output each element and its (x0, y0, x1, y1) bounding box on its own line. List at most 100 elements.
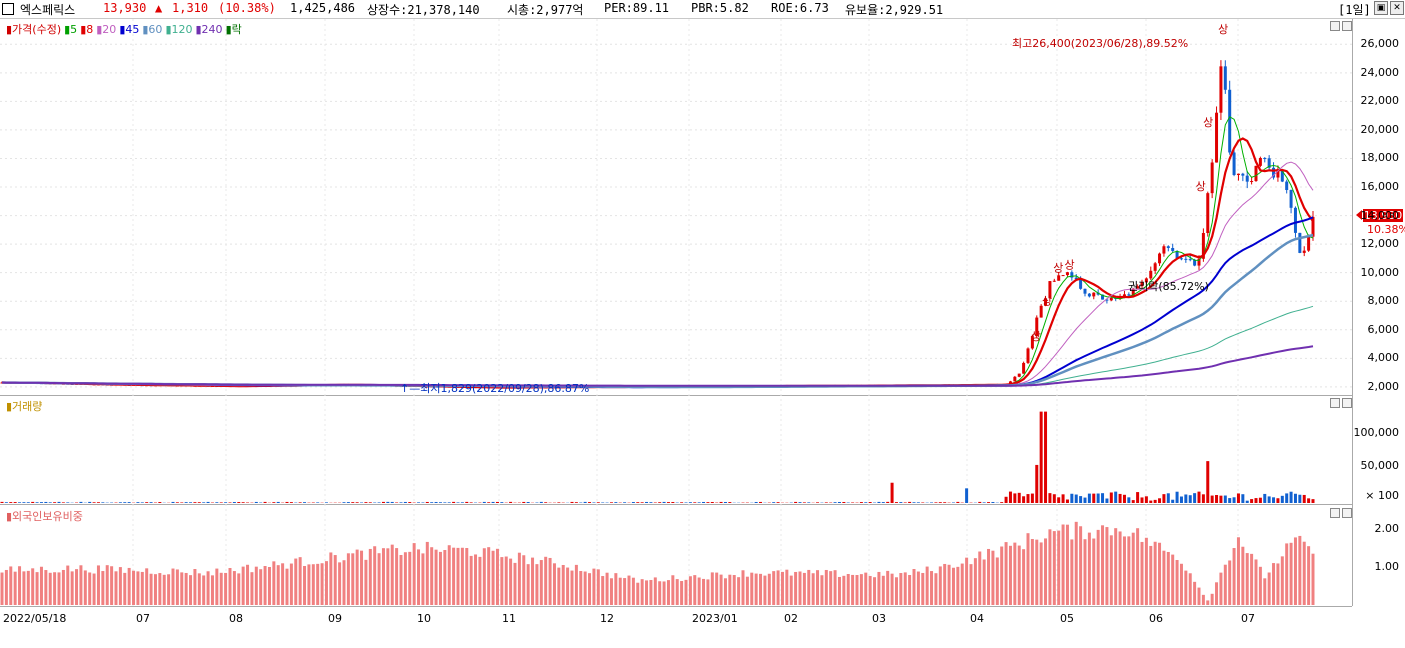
price-legend-item[interactable]: ▮락 (225, 23, 242, 36)
price-change: 1,310 (172, 1, 209, 15)
foreign-bar (338, 562, 342, 605)
volume-bar (425, 501, 429, 503)
foreign-bar (583, 571, 587, 605)
volume-bar (934, 502, 938, 503)
foreign-bar (912, 569, 916, 605)
foreign-bar (943, 563, 947, 605)
restore-icon[interactable]: ▣ (1374, 1, 1388, 15)
foreign-bar (390, 544, 394, 605)
foreign-bar (316, 563, 320, 605)
foreign-bar (995, 557, 999, 605)
volume-bar (491, 501, 495, 503)
up-arrow-icon: ▲ (155, 1, 163, 15)
volume-bar (189, 502, 193, 503)
price-change-pct: (10.38%) (218, 1, 276, 15)
volume-bar (772, 502, 776, 503)
ma240-line (1, 345, 1314, 387)
volume-bar (662, 501, 666, 503)
foreign-bar (478, 556, 482, 605)
price-candle (1074, 277, 1078, 280)
foreign-bar (1293, 537, 1297, 605)
foreign-bar (153, 574, 157, 605)
volume-bar (886, 501, 890, 503)
foreign-bar (175, 569, 179, 605)
listed-shares: 상장수:21,378,140 (367, 3, 480, 17)
volume-bar (833, 502, 837, 503)
market-cap: 시총:2,977억 (507, 3, 584, 17)
foreign-bar (307, 564, 311, 605)
foreign-bar (531, 557, 535, 605)
foreign-bar (1065, 524, 1069, 605)
price-candle (1298, 232, 1302, 253)
volume-bar (706, 502, 710, 503)
price-candle (1140, 282, 1144, 287)
price-legend-item[interactable]: ▮8 (80, 23, 94, 36)
price-tick-label: 24,000 (1360, 65, 1400, 79)
volume-bar (640, 502, 644, 503)
volume-bar (956, 501, 960, 503)
foreign-bar (631, 577, 635, 605)
volume-bar (1162, 494, 1166, 503)
y-axis (1352, 19, 1405, 606)
foreign-bar (276, 565, 280, 605)
volume-bar (631, 502, 635, 503)
price-pane-buttons[interactable] (1328, 20, 1352, 31)
foreign-bar (333, 555, 337, 605)
foreign-bar (938, 566, 942, 605)
period-selector[interactable]: [1일] (1338, 3, 1371, 17)
foreign-bar (342, 560, 346, 605)
foreign-bar (535, 564, 539, 605)
volume-pane-buttons[interactable] (1328, 397, 1352, 408)
volume-bar (1026, 494, 1030, 503)
foreign-bar (1285, 543, 1289, 605)
foreign-pane-buttons[interactable] (1328, 507, 1352, 518)
volume-bar (101, 502, 105, 503)
volume-bar (1070, 493, 1074, 503)
foreign-bar (1000, 546, 1004, 605)
volume-bar (1140, 497, 1144, 503)
stock-name[interactable]: 엑스페릭스 (20, 3, 76, 17)
foreign-bar (228, 568, 232, 605)
foreign-bar (1179, 563, 1183, 605)
volume-bar (289, 502, 293, 503)
price-legend-item[interactable]: ▮20 (96, 23, 117, 36)
foreign-bar (355, 549, 359, 605)
foreign-bar (596, 569, 600, 605)
foreign-bar (206, 571, 210, 605)
price-legend-item[interactable]: ▮240 (195, 23, 223, 36)
volume-bar (1171, 499, 1175, 503)
volume-bar (1276, 498, 1280, 503)
volume-bar (1096, 493, 1100, 503)
volume-pane[interactable] (0, 396, 1352, 505)
price-candle (1109, 297, 1113, 301)
foreign-bar (1250, 553, 1254, 605)
foreign-bar (417, 549, 421, 605)
select-checkbox[interactable] (2, 3, 14, 15)
volume-bar (1241, 494, 1245, 503)
foreign-bar (960, 563, 964, 605)
price-candle (1193, 259, 1197, 266)
foreign-bar (675, 579, 679, 605)
volume-bar (456, 502, 460, 503)
foreign-bar (465, 548, 469, 605)
volume-bar (1017, 492, 1021, 503)
price-legend-item[interactable]: ▮가격(수정) (6, 23, 62, 36)
price-legend-item[interactable]: ▮120 (165, 23, 193, 36)
price-legend-item[interactable]: ▮45 (119, 23, 140, 36)
x-axis-label: 2022/05/18 (3, 612, 67, 625)
price-legend-item[interactable]: ▮5 (64, 23, 78, 36)
foreign-bar (1267, 572, 1271, 605)
price-pane[interactable] (0, 19, 1352, 396)
volume-bar (1236, 493, 1240, 503)
foreign-bar (881, 575, 885, 605)
volume-bar (1193, 493, 1197, 503)
foreign-bar (232, 571, 236, 605)
volume-bar (158, 502, 162, 503)
volume-bar (1311, 499, 1315, 503)
foreign-bar (855, 575, 859, 605)
foreign-bar (110, 566, 114, 605)
price-legend-item[interactable]: ▮60 (142, 23, 163, 36)
close-icon[interactable]: ✕ (1390, 1, 1404, 15)
foreign-bar (1079, 526, 1083, 605)
